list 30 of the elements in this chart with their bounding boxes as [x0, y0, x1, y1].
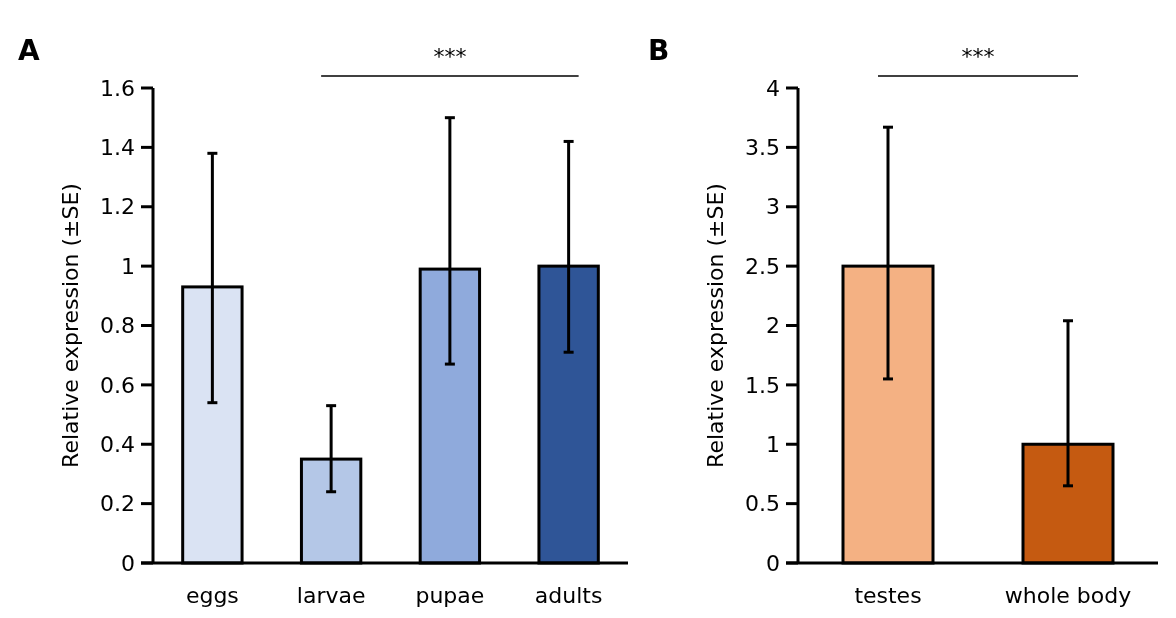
x-tick-label: eggs	[185, 583, 239, 608]
y-tick-label: 0.8	[100, 313, 135, 339]
y-tick-label: 0	[121, 550, 135, 576]
y-tick-label: 3	[766, 194, 780, 220]
y-tick-label: 2	[766, 313, 780, 339]
y-tick-label: 0.6	[100, 372, 135, 398]
chart-title: A	[18, 34, 40, 67]
x-tick-label: testes	[854, 583, 922, 608]
y-axis-title: Relative expression (±SE)	[703, 183, 728, 468]
x-tick-label: adults	[534, 583, 603, 608]
y-tick-label: 0.4	[100, 431, 135, 457]
x-tick-label: larvae	[296, 583, 366, 608]
y-tick-label: 2.5	[745, 253, 780, 279]
x-tick-label: pupae	[415, 583, 485, 608]
chart-title: B	[648, 34, 670, 67]
y-tick-label: 4	[766, 75, 780, 101]
y-tick-label: 0	[766, 550, 780, 576]
y-tick-label: 0.5	[745, 491, 780, 517]
y-axis-title: Relative expression (±SE)	[58, 183, 83, 468]
y-tick-label: 1.4	[100, 135, 135, 161]
y-tick-label: 1.6	[100, 75, 135, 101]
text: ***	[961, 44, 995, 69]
y-tick-label: 1.2	[100, 194, 135, 220]
y-tick-label: 1	[121, 253, 135, 279]
y-tick-label: 0.2	[100, 491, 135, 517]
x-tick-label: whole body	[1004, 583, 1132, 608]
y-tick-label: 1.5	[745, 372, 780, 398]
y-tick-label: 1	[766, 431, 780, 457]
y-tick-label: 3.5	[745, 135, 780, 161]
text: ***	[433, 44, 467, 69]
